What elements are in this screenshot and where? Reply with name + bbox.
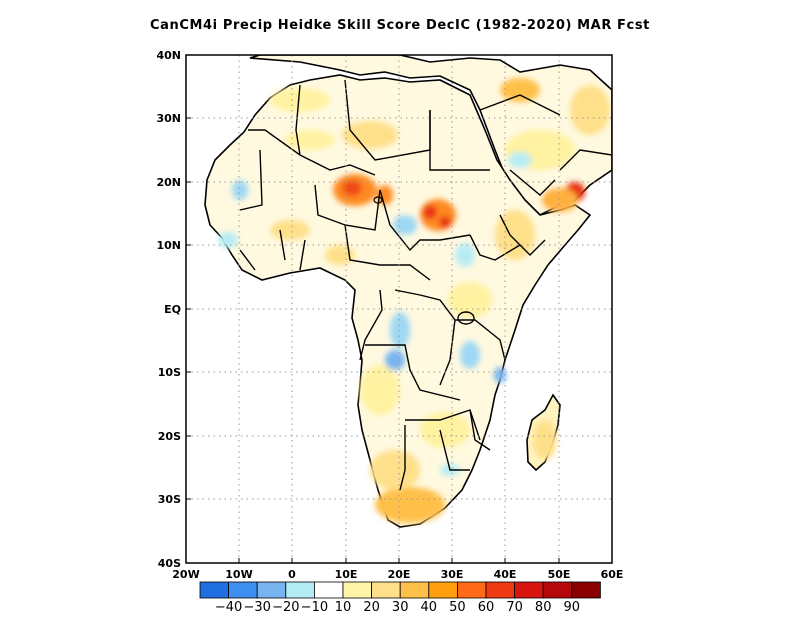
colorbar-label: 20	[363, 600, 380, 615]
colorbar: −40 −30 −20 −10 10 20 30 40 50 60 70 80 90	[199, 581, 601, 615]
colorbar-swatch	[342, 581, 373, 599]
y-tick-label: EQ	[164, 303, 181, 316]
x-tick-label: 20E	[388, 568, 411, 581]
colorbar-label: 80	[535, 600, 552, 615]
colorbar-label: 50	[449, 600, 466, 615]
x-tick-label: 40E	[494, 568, 517, 581]
colorbar-swatch	[371, 581, 401, 599]
x-axis-labels: 20W 10W 0 10E 20E 30E 40E 50E 60E	[172, 568, 623, 581]
y-tick-label: 30S	[158, 493, 181, 506]
colorbar-label: 90	[564, 600, 581, 615]
africa-mainland	[204, 74, 592, 528]
x-tick-label: 60E	[601, 568, 624, 581]
colorbar-swatch	[485, 581, 516, 599]
colorbar-swatch	[514, 581, 544, 599]
colorbar-label: 70	[506, 600, 523, 615]
skill-shading	[218, 78, 610, 523]
y-tick-label: 30N	[156, 112, 181, 125]
y-tick-label: 10N	[156, 239, 181, 252]
colorbar-swatch	[256, 581, 287, 599]
y-tick-label: 20N	[156, 176, 181, 189]
x-tick-label: 10E	[335, 568, 358, 581]
colorbar-label: −20	[272, 600, 299, 615]
colorbar-label: −40	[215, 600, 242, 615]
colorbar-label: 60	[478, 600, 495, 615]
y-tick-label: 10S	[158, 366, 181, 379]
x-tick-label: 30E	[441, 568, 464, 581]
colorbar-swatch	[285, 581, 315, 599]
y-axis-labels: 40N 30N 20N 10N EQ 10S 20S 30S 40S	[156, 49, 181, 570]
colorbar-swatch	[571, 581, 601, 599]
colorbar-swatch	[428, 581, 458, 599]
colorbar-label: 40	[421, 600, 438, 615]
map-title: CanCM4i Precip Heidke Skill Score DecIC …	[149, 18, 651, 33]
y-tick-label: 40N	[156, 49, 181, 62]
x-tick-label: 50E	[548, 568, 571, 581]
colorbar-swatch	[542, 581, 573, 599]
colorbar-swatch	[228, 581, 258, 599]
colorbar-swatch	[399, 581, 430, 599]
y-tick-label: 20S	[158, 430, 181, 443]
country-borders	[239, 79, 612, 491]
x-tick-label: 0	[288, 568, 296, 581]
colorbar-label: −30	[243, 600, 270, 615]
lake-chad	[373, 196, 383, 204]
colorbar-label: −10	[301, 600, 328, 615]
lake-victoria	[457, 311, 475, 325]
x-tick-label: 20W	[172, 568, 199, 581]
colorbar-swatch	[456, 581, 487, 599]
x-tick-label: 10W	[225, 568, 252, 581]
y-tick-label: 40S	[158, 557, 181, 570]
colorbar-swatch	[199, 581, 230, 599]
colorbar-label: 10	[335, 600, 352, 615]
axis-ticks	[186, 117, 560, 563]
gridlines	[186, 55, 612, 563]
colorbar-swatch	[313, 581, 344, 599]
colorbar-label: 30	[392, 600, 409, 615]
